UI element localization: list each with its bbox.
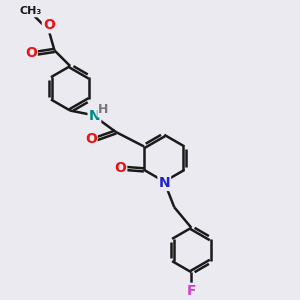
Text: N: N bbox=[88, 109, 100, 123]
Text: O: O bbox=[85, 132, 97, 146]
Text: N: N bbox=[158, 176, 170, 190]
Text: CH₃: CH₃ bbox=[19, 6, 41, 16]
Text: O: O bbox=[43, 18, 55, 32]
Text: O: O bbox=[25, 46, 37, 60]
Text: H: H bbox=[98, 103, 109, 116]
Text: O: O bbox=[114, 161, 126, 176]
Text: F: F bbox=[187, 284, 196, 298]
